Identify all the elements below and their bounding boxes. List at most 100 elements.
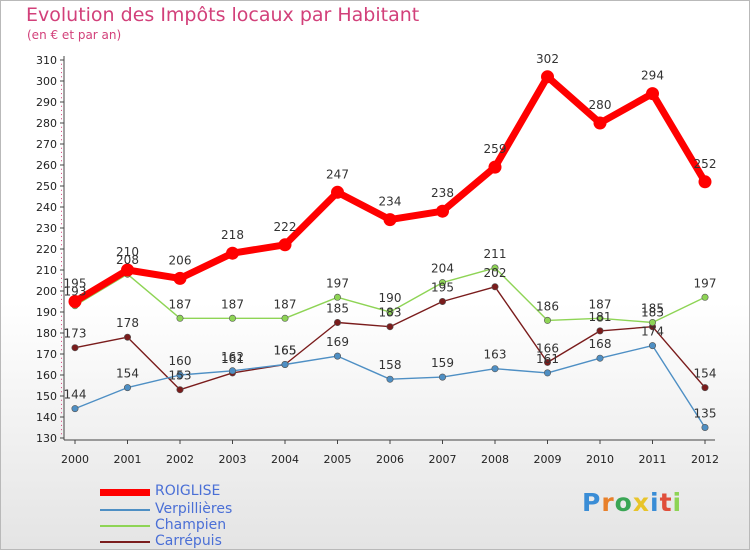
data-label: 183 <box>641 306 664 320</box>
legend-swatch <box>100 541 150 543</box>
data-label: 238 <box>431 186 454 200</box>
legend: ROIGLISE Verpillières Champien Carrépuis <box>100 484 280 550</box>
data-label: 204 <box>431 262 454 276</box>
data-label: 294 <box>641 69 664 83</box>
data-label: 168 <box>589 337 612 351</box>
data-point <box>386 308 394 316</box>
data-point <box>646 87 659 101</box>
data-point <box>176 371 184 379</box>
data-label: 181 <box>589 310 612 324</box>
data-label: 183 <box>379 306 402 320</box>
legend-swatch <box>100 525 150 527</box>
legend-item: ROIGLISE <box>100 484 280 502</box>
logo-letter: i <box>672 488 683 517</box>
data-label: 211 <box>484 247 507 261</box>
data-point <box>333 293 341 301</box>
data-label: 190 <box>379 291 402 305</box>
data-point <box>229 367 237 375</box>
data-label: 186 <box>536 299 559 313</box>
x-tick-label: 2007 <box>429 453 457 466</box>
x-tick-label: 2006 <box>376 453 404 466</box>
legend-label: Carrépuis <box>155 533 222 549</box>
data-label: 162 <box>221 350 244 364</box>
legend-item: Verpillières <box>100 502 280 518</box>
data-label: 161 <box>536 352 559 366</box>
data-point <box>281 314 289 322</box>
y-tick-label: 290 <box>36 96 57 109</box>
legend-label: Verpillières <box>155 501 233 517</box>
data-label: 187 <box>274 297 297 311</box>
data-label: 154 <box>694 367 717 381</box>
proxiti-logo: Proxiti <box>582 488 682 517</box>
y-tick-label: 300 <box>36 75 57 88</box>
data-point <box>121 263 134 277</box>
x-tick-label: 2012 <box>691 453 719 466</box>
data-label: 144 <box>64 388 87 402</box>
y-tick-label: 260 <box>36 159 57 172</box>
data-point <box>648 342 656 350</box>
logo-letter: r <box>601 488 615 517</box>
data-label: 208 <box>116 253 139 267</box>
data-label: 247 <box>326 167 349 181</box>
data-label: 174 <box>641 325 664 339</box>
data-label: 165 <box>274 344 297 358</box>
data-point <box>698 175 712 189</box>
x-tick-label: 2003 <box>219 453 247 466</box>
y-tick-label: 220 <box>36 243 57 256</box>
data-label: 280 <box>589 98 612 112</box>
logo-letter: P <box>582 488 602 517</box>
chart-title: Evolution des Impôts locaux par Habitant <box>26 4 420 26</box>
data-point <box>383 213 397 227</box>
data-label: 259 <box>484 142 507 156</box>
data-point <box>226 246 239 260</box>
y-tick-label: 180 <box>36 327 57 340</box>
x-tick-label: 2008 <box>481 453 509 466</box>
legend-item: Champien <box>100 518 280 534</box>
y-tick-label: 250 <box>36 180 57 193</box>
data-point <box>68 295 82 308</box>
data-label: 202 <box>484 266 507 280</box>
y-tick-label: 160 <box>36 369 57 382</box>
data-label: 166 <box>536 341 559 355</box>
logo-letter: o <box>614 488 633 517</box>
data-label: 302 <box>536 52 559 66</box>
data-point <box>71 344 79 352</box>
data-point <box>541 70 554 84</box>
data-label: 178 <box>116 316 139 330</box>
data-label: 206 <box>169 253 192 267</box>
data-point <box>438 279 446 287</box>
data-label: 218 <box>221 228 244 242</box>
data-point <box>386 323 394 331</box>
data-point <box>333 352 341 360</box>
data-label: 222 <box>274 220 297 234</box>
data-label: 169 <box>326 335 349 349</box>
data-label: 197 <box>326 276 349 290</box>
data-label: 187 <box>169 297 192 311</box>
legend-swatch <box>100 509 150 511</box>
data-label: 158 <box>379 358 402 372</box>
data-point <box>648 318 656 326</box>
data-label: 165 <box>274 344 297 358</box>
data-point <box>176 314 184 322</box>
x-tick-label: 2011 <box>639 453 667 466</box>
data-point <box>386 375 394 383</box>
data-point <box>701 384 709 392</box>
y-tick-label: 130 <box>36 432 57 445</box>
legend-swatch <box>100 489 150 496</box>
data-point <box>71 405 79 413</box>
data-label: 160 <box>169 354 192 368</box>
data-label: 185 <box>326 302 349 316</box>
data-point <box>173 271 187 285</box>
data-point <box>438 373 446 381</box>
data-point <box>124 333 132 341</box>
data-point <box>543 369 551 377</box>
data-point <box>438 297 446 305</box>
data-point <box>124 384 132 392</box>
x-tick-label: 2009 <box>534 453 562 466</box>
x-tick-label: 2002 <box>166 453 194 466</box>
data-point <box>488 160 502 174</box>
data-point <box>596 327 604 335</box>
data-point <box>543 358 551 366</box>
x-tick-label: 2000 <box>61 453 89 466</box>
